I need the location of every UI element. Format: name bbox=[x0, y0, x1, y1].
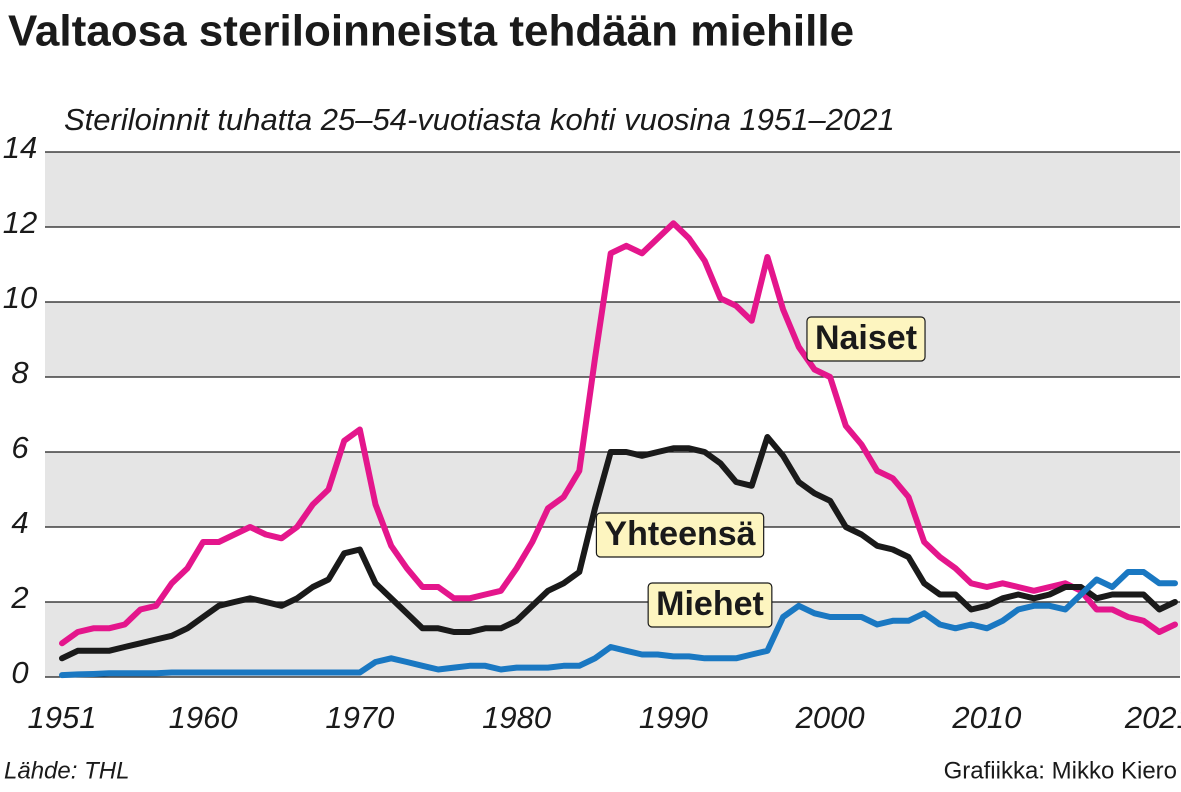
legend-item: Yhteensä bbox=[595, 512, 765, 558]
grid-band bbox=[45, 602, 1180, 677]
series-line bbox=[59, 220, 1178, 647]
source: Lähde: THL bbox=[4, 757, 129, 784]
lines bbox=[59, 220, 1178, 679]
series-line bbox=[59, 569, 1178, 679]
legend-box bbox=[806, 316, 926, 362]
legend-item: Miehet bbox=[647, 582, 773, 628]
x-tick-label: 1960 bbox=[169, 700, 238, 735]
series-line bbox=[59, 434, 1178, 662]
legend-box bbox=[647, 582, 773, 628]
x-tick-label: 2010 bbox=[951, 700, 1021, 735]
y-tick-label: 4 bbox=[11, 505, 28, 540]
grid-band bbox=[45, 152, 1180, 227]
grid-bands bbox=[45, 152, 1180, 677]
y-tick-label: 10 bbox=[3, 280, 37, 315]
y-tick-label: 8 bbox=[11, 355, 29, 390]
y-tick-label: 0 bbox=[11, 655, 28, 690]
grid-band bbox=[45, 302, 1180, 377]
legend-label: Yhteensä bbox=[604, 515, 755, 553]
y-tick-label: 6 bbox=[11, 430, 29, 465]
credit: Grafiikka: Mikko Kiero bbox=[944, 757, 1177, 784]
y-tick-label: 12 bbox=[3, 205, 37, 240]
x-tick-label: 1970 bbox=[325, 700, 394, 735]
y-tick-label: 14 bbox=[3, 130, 37, 165]
x-tick-label: 2021 bbox=[1124, 700, 1181, 735]
legend-box bbox=[595, 512, 765, 558]
labels: 0 2 4 6 8 10 12 14 1951 1960 1970 1980 1990 2000 2010 2… bbox=[3, 130, 1181, 735]
legend-item: Naiset bbox=[806, 316, 926, 362]
legend-label: Naiset bbox=[815, 319, 917, 357]
legend-label: Miehet bbox=[656, 585, 764, 623]
x-tick-label: 1990 bbox=[639, 700, 708, 735]
x-tick-label: 1980 bbox=[482, 700, 551, 735]
x-tick-label: 1951 bbox=[28, 700, 97, 735]
chart-subtitle: Steriloinnit tuhatta 25–54-vuotiasta koh… bbox=[64, 102, 895, 137]
chart-title: Valtaosa steriloinneista tehdään miehill… bbox=[8, 7, 854, 56]
x-tick-label: 2000 bbox=[795, 700, 865, 735]
y-tick-label: 2 bbox=[10, 580, 28, 615]
